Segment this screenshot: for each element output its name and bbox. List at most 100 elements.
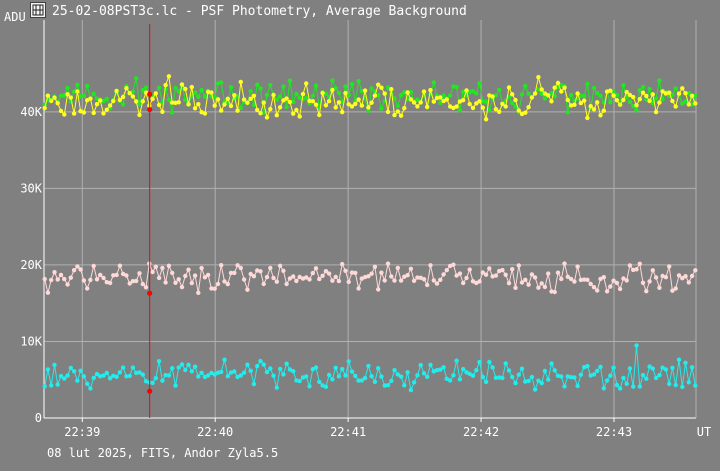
- data-point-yellow: [392, 112, 397, 118]
- data-point-cyan: [343, 373, 348, 378]
- data-point-yellow: [447, 104, 453, 109]
- data-point-pink: [248, 271, 253, 277]
- x-tick-label: 22:40: [197, 425, 233, 439]
- data-point-cyan: [114, 374, 119, 379]
- data-point-green: [431, 80, 436, 85]
- data-point-yellow: [107, 103, 113, 108]
- data-point-green: [274, 97, 279, 102]
- data-point-yellow: [81, 110, 87, 115]
- data-point-cyan: [98, 374, 103, 379]
- data-point-green: [366, 108, 371, 114]
- data-point-pink: [667, 264, 672, 269]
- data-point-pink: [245, 287, 250, 292]
- data-point-cyan: [333, 365, 338, 370]
- data-point-pink: [130, 279, 136, 284]
- data-point-yellow: [94, 102, 100, 107]
- data-point-green: [653, 96, 659, 101]
- data-point-yellow: [428, 87, 433, 93]
- data-point-cyan: [55, 382, 60, 387]
- data-point-pink: [88, 277, 93, 283]
- data-point-cyan: [45, 367, 51, 372]
- data-point-pink: [516, 263, 521, 268]
- y-axis-unit-label: ADU: [4, 10, 26, 24]
- data-point-yellow: [546, 93, 551, 98]
- data-point-pink: [71, 268, 77, 273]
- data-point-pink: [483, 272, 489, 277]
- data-point-cyan: [359, 378, 364, 383]
- y-tick-label: 10K: [20, 334, 42, 348]
- data-point-cyan: [657, 373, 662, 378]
- data-point-pink: [91, 263, 96, 269]
- data-point-green: [647, 86, 652, 92]
- data-point-green: [104, 96, 110, 102]
- data-point-green: [395, 103, 400, 109]
- data-point-green: [477, 81, 482, 86]
- data-point-cyan: [94, 371, 100, 377]
- data-point-pink: [294, 278, 299, 284]
- data-point-pink: [676, 273, 682, 278]
- data-point-green: [578, 93, 584, 98]
- data-point-pink: [470, 279, 476, 284]
- data-point-green: [526, 91, 531, 97]
- data-point-pink: [578, 277, 584, 283]
- data-point-pink: [595, 288, 600, 293]
- data-point-pink: [398, 278, 404, 283]
- data-point-pink: [232, 270, 237, 276]
- data-point-cyan: [320, 383, 325, 388]
- data-point-yellow: [526, 105, 531, 110]
- data-point-yellow: [382, 91, 387, 96]
- data-point-yellow: [346, 102, 351, 107]
- data-point-green: [631, 103, 636, 109]
- data-point-pink: [604, 289, 610, 294]
- data-point-cyan: [176, 365, 181, 370]
- data-point-green: [595, 91, 600, 96]
- data-point-green: [552, 94, 557, 99]
- data-point-pink: [431, 278, 436, 283]
- data-point-cyan: [225, 374, 230, 379]
- data-point-cyan: [536, 378, 541, 383]
- data-point-yellow: [134, 99, 139, 104]
- data-point-yellow: [402, 106, 407, 111]
- data-point-green: [523, 83, 528, 89]
- data-point-green: [196, 94, 201, 99]
- data-point-pink: [634, 267, 639, 272]
- data-point-cyan: [421, 371, 427, 376]
- data-point-cyan: [598, 364, 603, 370]
- data-point-pink: [637, 261, 642, 266]
- data-point-green: [330, 78, 335, 83]
- data-point-cyan: [503, 361, 508, 366]
- data-point-cyan: [434, 368, 440, 373]
- data-point-yellow: [340, 109, 345, 115]
- data-point-yellow: [487, 93, 492, 98]
- data-point-cyan: [516, 372, 521, 377]
- data-point-cyan: [637, 384, 642, 389]
- data-point-pink: [156, 275, 162, 281]
- data-point-cyan: [510, 374, 515, 380]
- data-point-green: [591, 85, 597, 91]
- data-point-yellow: [660, 89, 665, 94]
- y-tick-label: 40K: [20, 105, 42, 119]
- data-point-green: [291, 99, 296, 105]
- data-point-pink: [277, 263, 283, 268]
- data-point-yellow: [686, 102, 691, 107]
- data-point-cyan: [287, 367, 293, 372]
- data-point-cyan: [588, 373, 593, 378]
- data-point-pink: [326, 271, 332, 276]
- data-point-cyan: [222, 357, 227, 362]
- data-point-green: [565, 110, 570, 115]
- data-point-green: [447, 93, 453, 98]
- data-point-green: [281, 84, 286, 89]
- data-point-yellow: [611, 93, 616, 98]
- data-point-yellow: [434, 95, 440, 101]
- data-point-cyan: [81, 374, 87, 379]
- data-point-pink: [170, 270, 175, 276]
- data-point-yellow: [349, 104, 355, 109]
- data-point-pink: [140, 281, 145, 287]
- data-point-cyan: [170, 366, 175, 371]
- data-point-yellow: [621, 97, 626, 103]
- data-point-pink: [369, 271, 374, 276]
- data-point-cyan: [617, 386, 623, 391]
- data-point-yellow: [98, 98, 103, 103]
- data-point-pink: [78, 267, 83, 272]
